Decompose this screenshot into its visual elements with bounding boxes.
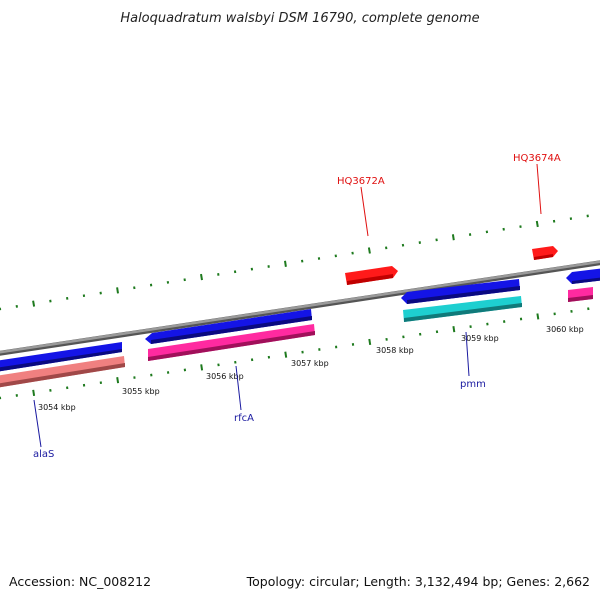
ruler-label-3057: 3057 kbp bbox=[291, 359, 329, 368]
ruler-major-tick bbox=[32, 389, 36, 397]
outer-major-tick bbox=[451, 234, 455, 241]
gene-label-alas[interactable]: alaS bbox=[33, 449, 54, 460]
ruler-major-tick bbox=[536, 313, 540, 320]
feature-rfca-reverse[interactable] bbox=[148, 324, 315, 361]
ruler: 3054 kbp 3055 kbp 3056 kbp 3057 kbp 3058… bbox=[0, 307, 590, 412]
feature-alas-cds[interactable] bbox=[0, 342, 122, 372]
feature-alas-rrna[interactable] bbox=[0, 356, 125, 388]
leader-hq3674a bbox=[536, 163, 542, 215]
backbone bbox=[0, 260, 600, 356]
feature-rfca-cds[interactable] bbox=[145, 309, 312, 344]
outer-major-tick bbox=[367, 247, 371, 254]
feature-pmm-misc[interactable] bbox=[403, 296, 522, 322]
ruler-label-3054: 3054 kbp bbox=[38, 403, 76, 412]
outer-major-tick bbox=[32, 300, 36, 307]
outer-tick-track bbox=[0, 214, 589, 311]
topology-stats-text: Topology: circular; Length: 3,132,494 bp… bbox=[246, 574, 590, 589]
feature-pmm-region-cds[interactable] bbox=[401, 279, 520, 304]
outer-major-tick bbox=[200, 273, 203, 281]
ruler-label-3055: 3055 kbp bbox=[122, 387, 160, 396]
gene-label-pmm[interactable]: pmm bbox=[460, 379, 486, 390]
outer-major-tick bbox=[284, 260, 287, 267]
ruler-label-3059: 3059 kbp bbox=[461, 334, 499, 343]
feature-hq3672a[interactable] bbox=[345, 266, 398, 285]
leader-hq3672a bbox=[360, 186, 369, 237]
outer-major-tick bbox=[535, 220, 539, 228]
leader-rfca bbox=[235, 365, 242, 411]
gene-label-hq3674a[interactable]: HQ3674A bbox=[513, 153, 561, 164]
leader-alas bbox=[33, 399, 42, 448]
ruler-label-3058: 3058 kbp bbox=[376, 346, 414, 355]
ruler-major-tick bbox=[452, 326, 456, 333]
features bbox=[0, 246, 600, 388]
ruler-major-tick bbox=[200, 364, 204, 371]
outer-major-tick bbox=[116, 287, 119, 294]
ruler-major-tick bbox=[116, 377, 120, 384]
ruler-label-3056: 3056 kbp bbox=[206, 372, 244, 381]
leader-pmm bbox=[465, 331, 470, 377]
gene-labels: alaS rfcA pmm HQ3672A HQ3674A bbox=[33, 153, 561, 460]
feature-edge-reverse[interactable] bbox=[568, 287, 593, 302]
ruler-label-3060: 3060 kbp bbox=[546, 325, 584, 334]
gene-label-hq3672a[interactable]: HQ3672A bbox=[337, 176, 385, 187]
gene-label-rfca[interactable]: rfcA bbox=[234, 413, 254, 424]
accession-text: Accession: NC_008212 bbox=[9, 574, 151, 589]
ruler-major-tick bbox=[368, 338, 372, 346]
feature-hq3674a[interactable] bbox=[532, 246, 558, 260]
map-title: Haloquadratum walsbyi DSM 16790, complet… bbox=[120, 11, 479, 26]
feature-edge-cds[interactable] bbox=[566, 268, 600, 284]
ruler-major-tick bbox=[284, 351, 288, 358]
